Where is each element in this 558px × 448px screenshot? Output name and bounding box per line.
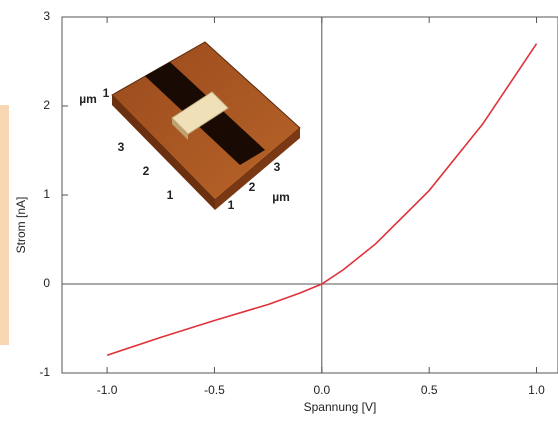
x-tick-label: 0.5 xyxy=(421,383,438,397)
inset-label: 1 xyxy=(228,198,235,212)
x-tick-label: 1.0 xyxy=(528,383,545,397)
x-tick-label: -1.0 xyxy=(97,383,118,397)
y-tick-label: 1 xyxy=(43,187,50,201)
inset-label: 1 xyxy=(167,188,174,202)
y-axis-label: Strom [nA] xyxy=(14,197,28,254)
inset-image xyxy=(112,42,300,210)
x-tick-label: -0.5 xyxy=(204,383,225,397)
inset-label: 1 xyxy=(103,86,110,100)
x-tick-label: 0.0 xyxy=(313,383,330,397)
plot-frame xyxy=(62,17,558,373)
inset-label: 3 xyxy=(118,140,125,154)
y-tick-label: 2 xyxy=(43,98,50,112)
side-bar xyxy=(0,105,9,345)
inset-label: µm xyxy=(272,190,290,204)
y-tick-label: 3 xyxy=(43,9,50,23)
y-tick-label: -1 xyxy=(39,365,50,379)
chart: Spannung [V] Strom [nA] -1.0 -0.5 0.0 0.5 1.… xyxy=(0,0,558,443)
inset-label: 2 xyxy=(249,180,256,194)
inset-label: 2 xyxy=(143,164,150,178)
inset-label: µm xyxy=(79,92,97,106)
x-axis-label: Spannung [V] xyxy=(304,400,377,414)
inset-label: 3 xyxy=(274,160,281,174)
y-tick-label: 0 xyxy=(43,276,50,290)
